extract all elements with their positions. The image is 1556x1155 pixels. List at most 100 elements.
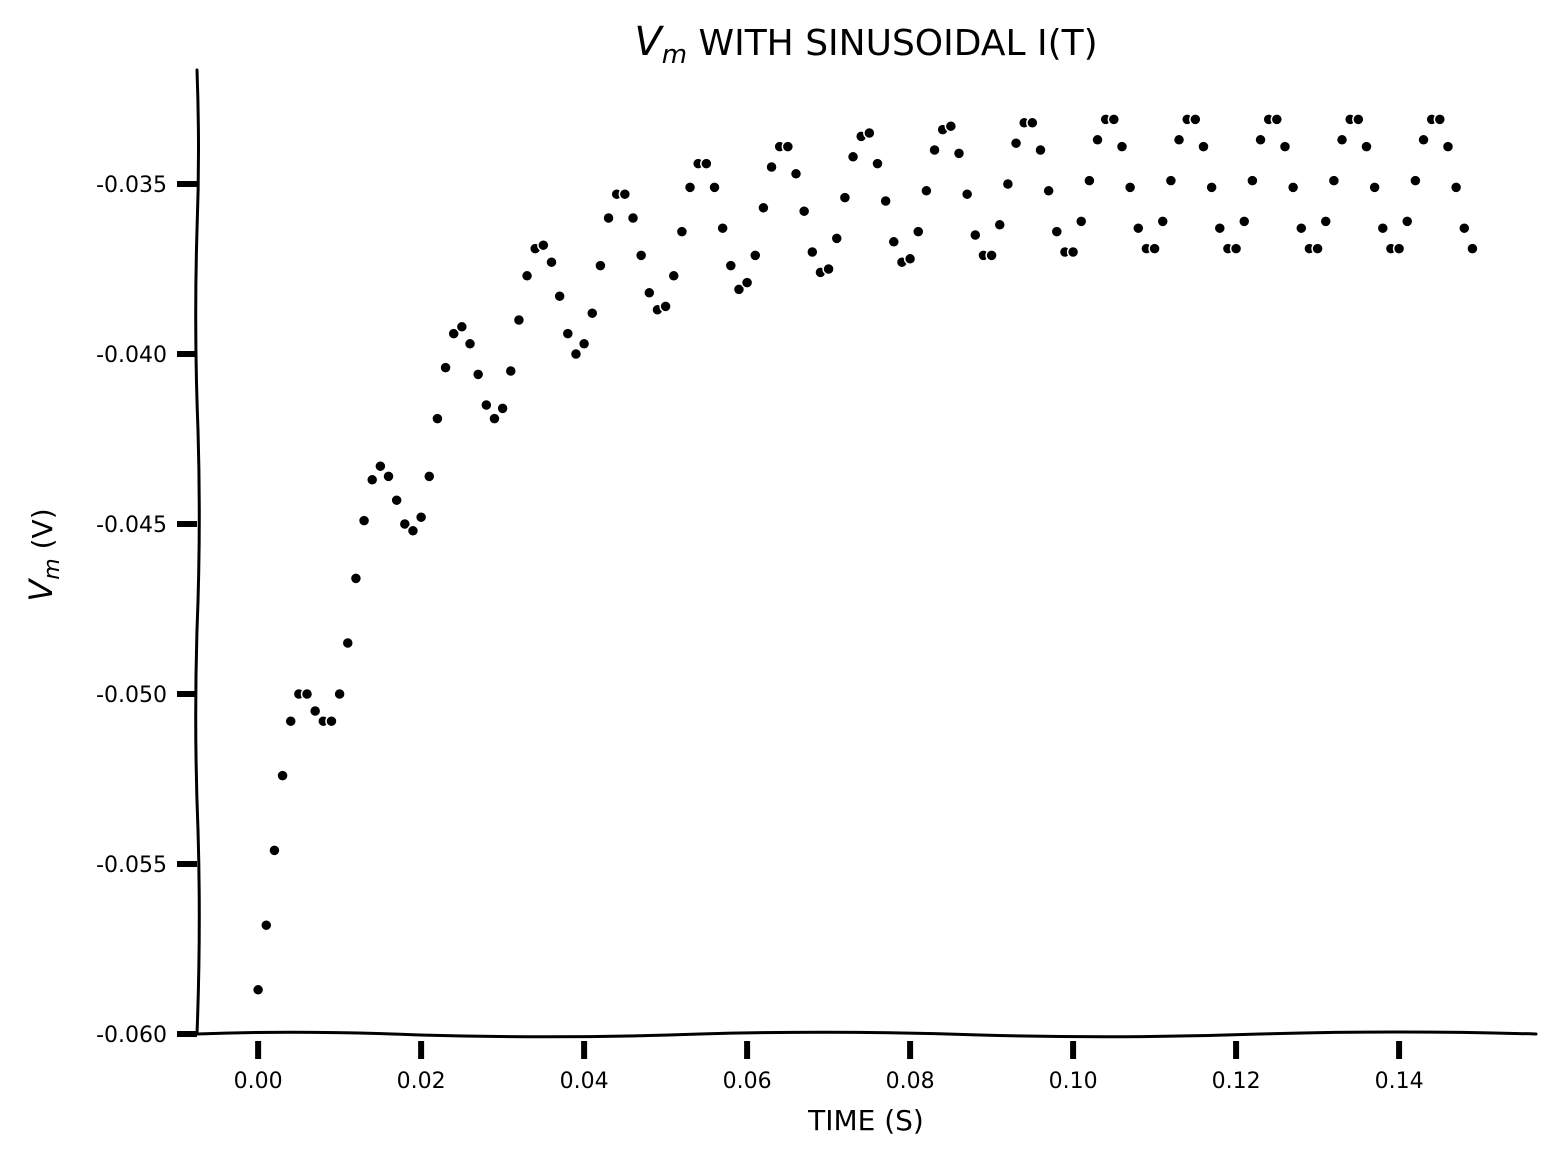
data-point bbox=[553, 289, 566, 303]
data-point bbox=[251, 983, 265, 997]
data-point bbox=[1400, 215, 1414, 228]
data-point bbox=[1172, 133, 1186, 147]
x-tick-label: 0.06 bbox=[723, 1069, 772, 1094]
data-point bbox=[447, 327, 460, 340]
data-point bbox=[398, 517, 412, 531]
data-point bbox=[1376, 221, 1390, 235]
data-point bbox=[757, 201, 770, 215]
data-point bbox=[308, 704, 322, 718]
data-point bbox=[708, 181, 721, 194]
data-point bbox=[985, 249, 998, 262]
data-point bbox=[1164, 174, 1178, 187]
data-point bbox=[569, 347, 583, 361]
y-axis-label-subscript: m bbox=[40, 558, 65, 579]
data-point bbox=[488, 412, 501, 425]
data-point bbox=[1327, 174, 1341, 187]
data-point bbox=[577, 337, 591, 351]
y-tick-label: -0.060 bbox=[96, 1023, 167, 1048]
data-point bbox=[675, 225, 689, 238]
data-point bbox=[1254, 133, 1267, 147]
x-axis-line bbox=[195, 1030, 1538, 1039]
data-point bbox=[496, 402, 509, 415]
data-point bbox=[1295, 221, 1308, 235]
data-point bbox=[586, 306, 599, 320]
data-point bbox=[871, 157, 884, 170]
data-point bbox=[1026, 116, 1039, 130]
data-point bbox=[1319, 215, 1332, 228]
y-axis-label-rest: (V) bbox=[26, 508, 59, 558]
data-point bbox=[960, 187, 974, 201]
data-point bbox=[1278, 140, 1292, 153]
data-point bbox=[284, 714, 297, 728]
data-point bbox=[920, 184, 933, 198]
data-point bbox=[1368, 181, 1381, 194]
data-point bbox=[268, 844, 281, 857]
data-point bbox=[846, 150, 860, 164]
x-tick-label: 0.10 bbox=[1049, 1069, 1098, 1094]
data-point bbox=[1009, 136, 1023, 150]
data-point bbox=[1246, 174, 1259, 187]
data-point bbox=[1360, 140, 1373, 153]
data-point bbox=[1458, 221, 1471, 235]
data-point bbox=[276, 769, 289, 782]
data-point bbox=[1270, 113, 1284, 126]
data-point bbox=[1197, 140, 1210, 153]
data-point bbox=[594, 259, 607, 272]
data-point bbox=[480, 398, 493, 412]
x-tick-label: 0.14 bbox=[1375, 1069, 1424, 1094]
data-point bbox=[781, 140, 795, 153]
data-point bbox=[1156, 215, 1169, 228]
data-point bbox=[602, 211, 615, 225]
data-point bbox=[1311, 242, 1324, 255]
data-point bbox=[928, 143, 941, 157]
data-point bbox=[463, 337, 477, 351]
data-point bbox=[765, 160, 778, 174]
data-point bbox=[471, 368, 485, 381]
data-point bbox=[1205, 181, 1218, 194]
x-tick-label: 0.02 bbox=[397, 1069, 446, 1094]
x-tick-label: 0.04 bbox=[560, 1069, 609, 1094]
data-point bbox=[431, 412, 444, 425]
data-point bbox=[887, 235, 901, 249]
data-point bbox=[537, 238, 550, 252]
data-point bbox=[822, 262, 835, 276]
data-point bbox=[357, 514, 371, 527]
data-point bbox=[716, 221, 729, 235]
data-point bbox=[724, 259, 738, 272]
data-point bbox=[944, 119, 958, 133]
data-point bbox=[830, 232, 844, 245]
svg-text:Vm (V): Vm (V) bbox=[22, 508, 65, 601]
y-axis-line bbox=[194, 68, 201, 1036]
data-point bbox=[1083, 174, 1096, 187]
data-point bbox=[634, 249, 648, 262]
data-point bbox=[349, 572, 363, 585]
data-point bbox=[732, 283, 746, 296]
data-point bbox=[1066, 245, 1080, 259]
data-point bbox=[414, 510, 428, 524]
data-point bbox=[1335, 133, 1349, 147]
data-point bbox=[325, 714, 338, 728]
data-point bbox=[1001, 177, 1015, 191]
data-point bbox=[863, 126, 876, 140]
data-point bbox=[504, 364, 518, 378]
y-tick-label: -0.055 bbox=[96, 853, 167, 878]
data-point bbox=[1074, 215, 1088, 228]
data-point bbox=[749, 249, 762, 262]
data-point bbox=[423, 470, 436, 483]
data-point bbox=[683, 181, 697, 194]
data-point bbox=[1132, 221, 1145, 235]
data-point bbox=[1189, 113, 1202, 126]
data-point bbox=[618, 187, 632, 201]
data-point bbox=[700, 157, 713, 170]
data-point bbox=[406, 524, 420, 538]
data-point bbox=[1409, 174, 1422, 187]
data-point bbox=[838, 191, 852, 204]
data-point bbox=[1107, 113, 1121, 126]
chart-title: Vm WITH SINUSOIDAL I(T) bbox=[634, 19, 1097, 70]
data-point bbox=[903, 252, 917, 266]
data-point bbox=[789, 167, 803, 181]
data-point bbox=[300, 687, 314, 701]
data-point bbox=[969, 228, 982, 242]
data-point bbox=[1441, 140, 1455, 153]
